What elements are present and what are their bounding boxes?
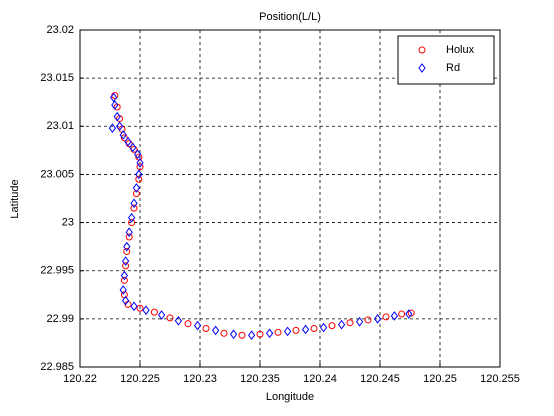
point <box>132 190 140 198</box>
y-axis-label: Latitude <box>9 179 21 218</box>
point <box>405 309 413 319</box>
point <box>122 262 130 270</box>
point <box>125 227 133 238</box>
point <box>130 301 138 312</box>
point <box>130 204 138 212</box>
x-axis-label: Longitude <box>266 391 314 403</box>
point <box>407 309 415 317</box>
y-tick-label: 23.015 <box>40 72 74 84</box>
point <box>109 92 118 103</box>
point <box>157 310 166 320</box>
point <box>319 322 328 333</box>
y-tick-label: 23.005 <box>40 168 74 180</box>
point <box>132 183 141 193</box>
legend-box <box>397 35 495 85</box>
point <box>292 326 300 334</box>
point <box>129 142 137 153</box>
point <box>364 316 372 324</box>
point <box>202 324 210 332</box>
point <box>346 319 354 327</box>
point <box>120 276 128 284</box>
point <box>133 149 142 160</box>
x-tick-label: 120.25 <box>423 373 457 385</box>
point <box>328 322 336 330</box>
point <box>193 320 202 331</box>
x-tick-label: 120.23 <box>183 373 217 385</box>
point <box>390 311 399 321</box>
x-tick-label: 120.235 <box>240 373 280 385</box>
point <box>337 319 346 330</box>
y-tick-label: 22.985 <box>40 361 74 373</box>
y-tick-label: 23 <box>62 216 74 228</box>
point <box>128 219 136 227</box>
point <box>166 314 174 322</box>
point <box>119 285 127 295</box>
legend-label: Rd <box>446 62 460 74</box>
point <box>229 329 238 340</box>
point <box>382 313 390 321</box>
point <box>398 310 406 318</box>
x-tick-label: 120.225 <box>120 373 160 385</box>
legend-label: Holux <box>446 44 475 56</box>
point <box>150 308 158 316</box>
point <box>119 130 127 140</box>
point <box>373 314 382 324</box>
point <box>238 331 246 339</box>
point <box>113 111 121 122</box>
point <box>111 100 119 110</box>
point <box>135 175 143 183</box>
point <box>136 163 144 171</box>
x-tick-label: 120.24 <box>303 373 337 385</box>
point <box>310 324 318 332</box>
plot-area <box>80 30 500 367</box>
point <box>124 136 132 147</box>
point <box>184 320 192 328</box>
point <box>125 233 133 241</box>
point <box>115 121 124 132</box>
chart-title: Position(L/L) <box>259 11 321 23</box>
y-tick-label: 22.995 <box>40 265 74 277</box>
point <box>355 316 364 327</box>
point <box>130 198 138 209</box>
point <box>211 325 220 336</box>
point <box>123 247 131 255</box>
point <box>247 330 256 341</box>
point <box>108 123 117 134</box>
point <box>135 169 143 180</box>
point <box>120 270 129 281</box>
point <box>256 330 264 338</box>
x-tick-label: 120.245 <box>360 373 400 385</box>
y-tick-label: 23.01 <box>46 120 74 132</box>
point <box>301 324 310 335</box>
point <box>274 328 282 336</box>
legend-marker <box>418 46 426 54</box>
point <box>127 212 136 223</box>
point <box>142 305 150 316</box>
point <box>136 158 144 168</box>
y-tick-label: 22.99 <box>46 313 74 325</box>
legend-marker <box>418 63 426 73</box>
x-tick-label: 120.22 <box>63 373 97 385</box>
plot-frame <box>79 29 501 368</box>
point <box>265 328 274 339</box>
point <box>136 304 144 312</box>
point <box>121 256 130 266</box>
point <box>123 241 131 252</box>
x-tick-label: 120.255 <box>480 373 520 385</box>
point <box>121 295 130 306</box>
point <box>174 315 183 326</box>
point <box>220 329 228 337</box>
y-tick-label: 23.02 <box>46 24 74 36</box>
point <box>283 326 292 337</box>
